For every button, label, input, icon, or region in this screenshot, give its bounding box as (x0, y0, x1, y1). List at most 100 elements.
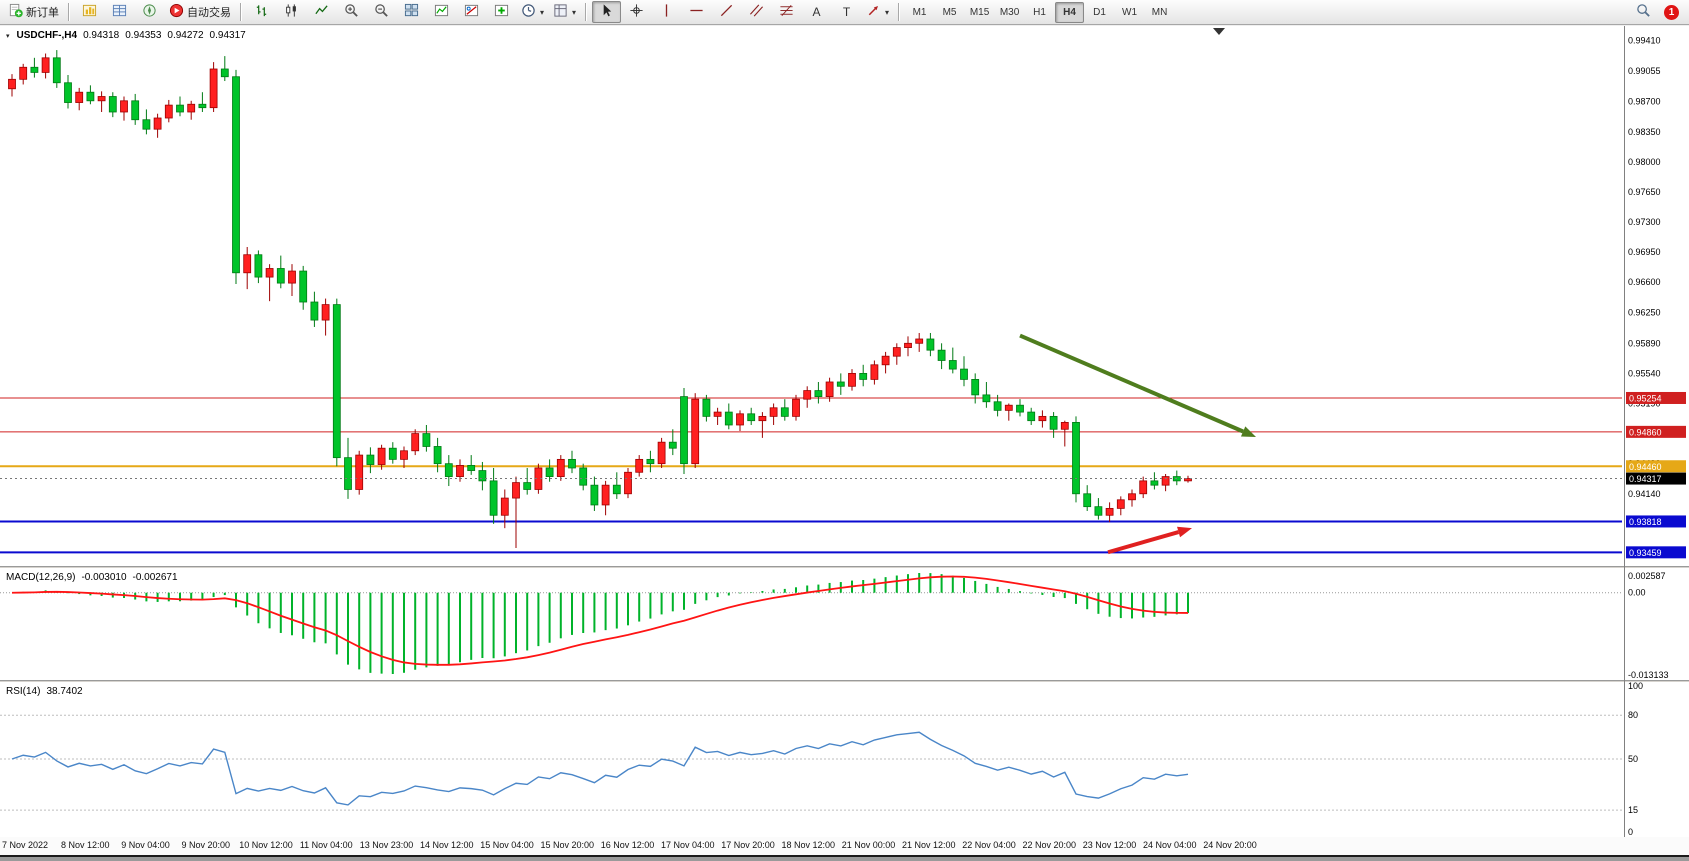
fibonacci-icon (779, 3, 794, 21)
toolbar-separator (585, 3, 588, 21)
svg-text:0.93818: 0.93818 (1629, 517, 1662, 527)
timeframe-m1[interactable]: M1 (912, 6, 927, 18)
templates-icon (553, 3, 568, 21)
time-label: 15 Nov 04:00 (480, 840, 534, 850)
add-indicator-icon (494, 3, 509, 21)
zoom-out-button[interactable] (367, 1, 396, 23)
trendline-icon (719, 3, 734, 21)
arrows-tool-button[interactable]: ▾ (862, 1, 893, 23)
zoom-in-button[interactable] (337, 1, 366, 23)
objects-list-button[interactable] (457, 1, 486, 23)
timeframe-m5[interactable]: M5 (942, 6, 957, 18)
horizontal-line-icon (689, 3, 704, 21)
time-axis[interactable]: 7 Nov 2022 8 Nov 12:00 9 Nov 04:00 9 Nov 20… (0, 837, 1689, 855)
timeframe-d1[interactable]: D1 (1093, 6, 1106, 18)
new-order-button[interactable]: 新订单 (4, 1, 63, 23)
zoom-in-icon (344, 3, 359, 21)
auto-trading-button[interactable]: 自动交易 (165, 1, 235, 23)
label-tool-icon: T (842, 5, 851, 19)
ohlc-low: 0.94272 (167, 30, 204, 41)
channel-tool-button[interactable] (742, 1, 771, 23)
candlestick-mode-button[interactable] (277, 1, 306, 23)
indicators-icon (434, 3, 449, 21)
line-chart-mode-button[interactable] (307, 1, 336, 23)
periods-button[interactable]: ▾ (517, 1, 548, 23)
svg-text:0.99055: 0.99055 (1628, 66, 1661, 76)
toolbar: 新订单 自动交易 (0, 0, 1689, 25)
candlestick-icon (284, 3, 299, 21)
svg-text:15: 15 (1628, 805, 1638, 815)
trendline-tool-button[interactable] (712, 1, 741, 23)
macd-title: MACD(12,26,9) (6, 572, 76, 583)
line-chart-icon (314, 3, 329, 21)
timeframe-m15[interactable]: M15 (969, 6, 990, 18)
symbol-period: USDCHF-,H4 (16, 30, 78, 41)
time-label: 14 Nov 12:00 (419, 840, 474, 850)
periods-clock-icon (521, 3, 536, 21)
search-button[interactable] (1629, 1, 1658, 23)
svg-text:0.96600: 0.96600 (1628, 277, 1661, 287)
text-tool-icon: A (812, 5, 821, 19)
navigator-icon (142, 3, 157, 21)
timeframe-mn[interactable]: MN (1151, 6, 1168, 18)
chart-shift-marker (1213, 28, 1225, 35)
fibonacci-tool-button[interactable] (772, 1, 801, 23)
timeframe-w1[interactable]: W1 (1122, 6, 1138, 18)
time-label: 9 Nov 20:00 (181, 840, 231, 850)
text-tool-button[interactable]: A (802, 1, 831, 23)
svg-text:0.96250: 0.96250 (1628, 307, 1661, 317)
time-label: 13 Nov 23:00 (359, 840, 414, 850)
chart-canvas[interactable]: 0.99410 0.99055 0.98700 0.98350 0.98000 0.976… (0, 26, 1689, 855)
timeframe-m30[interactable]: M30 (999, 6, 1020, 18)
market-watch-icon (82, 3, 97, 21)
crosshair-icon (629, 3, 644, 21)
svg-text:0.93459: 0.93459 (1629, 548, 1662, 558)
horizontal-line-tool-button[interactable] (682, 1, 711, 23)
tile-windows-icon (404, 3, 419, 21)
rsi-header: RSI(14) 38.7402 (6, 686, 83, 697)
timeframe-h1[interactable]: H1 (1033, 6, 1046, 18)
templates-button[interactable]: ▾ (549, 1, 580, 23)
chevron-down-icon: ▾ (540, 7, 545, 17)
timeframe-h4[interactable]: H4 (1055, 1, 1085, 23)
svg-text:0.00: 0.00 (1628, 588, 1646, 598)
label-tool-button[interactable]: T (832, 1, 861, 23)
bar-chart-mode-button[interactable] (247, 1, 276, 23)
tile-windows-button[interactable] (397, 1, 426, 23)
svg-text:0.94317: 0.94317 (1629, 474, 1662, 484)
ohlc-close: 0.94317 (209, 30, 246, 41)
chart-window[interactable]: 0.99410 0.99055 0.98700 0.98350 0.98000 0.976… (0, 26, 1689, 861)
svg-text:0.97300: 0.97300 (1628, 217, 1661, 227)
time-label: 10 Nov 12:00 (239, 840, 293, 850)
time-label: 15 Nov 20:00 (540, 840, 595, 850)
crosshair-tool-button[interactable] (622, 1, 651, 23)
auto-trading-icon (169, 3, 184, 21)
indicators-button[interactable] (427, 1, 456, 23)
macd-header: MACD(12,26,9) -0.003010 -0.002671 (6, 572, 178, 583)
time-label: 8 Nov 12:00 (60, 840, 110, 850)
time-label: 23 Nov 12:00 (1082, 840, 1137, 850)
time-label: 9 Nov 04:00 (121, 840, 170, 850)
chart-menu-icon[interactable]: ▾ (6, 32, 10, 40)
cursor-tool-button[interactable] (592, 1, 622, 23)
vertical-line-tool-button[interactable] (652, 1, 681, 23)
chart-title: ▾ USDCHF-,H4 0.94318 0.94353 0.94272 0.9… (6, 30, 246, 41)
macd-signal-value: -0.002671 (132, 572, 178, 583)
time-label: 17 Nov 04:00 (660, 840, 715, 850)
time-label: 21 Nov 12:00 (901, 840, 956, 850)
add-indicator-button[interactable] (487, 1, 516, 23)
notification-badge[interactable]: 1 (1664, 4, 1679, 20)
toolbar-separator (68, 3, 70, 21)
search-icon (1636, 3, 1651, 21)
svg-text:0.98350: 0.98350 (1628, 127, 1661, 137)
svg-text:0.98000: 0.98000 (1628, 157, 1661, 167)
time-label: 16 Nov 12:00 (600, 840, 655, 850)
svg-text:0.95540: 0.95540 (1628, 368, 1661, 378)
navigator-button[interactable] (135, 1, 164, 23)
time-label: 17 Nov 20:00 (721, 840, 775, 850)
data-window-button[interactable] (105, 1, 134, 23)
market-watch-button[interactable] (75, 1, 104, 23)
new-order-label: 新订单 (26, 7, 59, 19)
cursor-icon (599, 3, 614, 21)
